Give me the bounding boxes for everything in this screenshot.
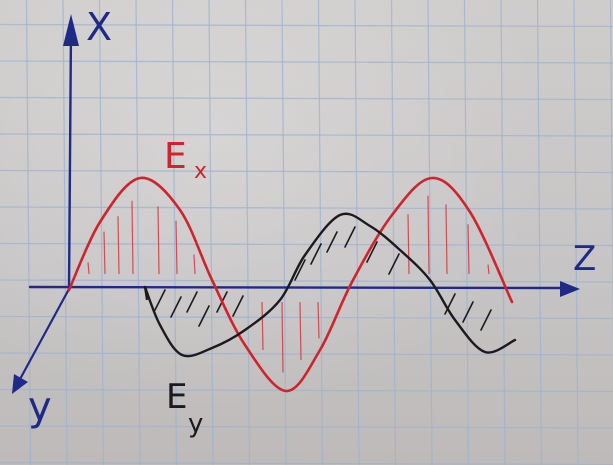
grid-line-vertical — [62, 0, 68, 465]
grid-line-horizontal — [0, 352, 613, 356]
ey-hatch-stroke — [198, 305, 210, 327]
ex-hatch-stroke — [131, 200, 134, 275]
grid-line-vertical — [25, 0, 32, 465]
ey-hatch-stroke — [326, 231, 338, 253]
ex-hatch-stroke — [103, 231, 106, 275]
ex-hatch-stroke — [487, 264, 490, 275]
grid-line-horizontal — [0, 60, 613, 64]
ey-hatch-stroke — [232, 295, 244, 317]
grid-line-vertical — [281, 0, 287, 465]
ex-hatch-stroke — [175, 220, 178, 275]
ex-label-subscript: x — [194, 159, 207, 184]
ex-hatch-stroke — [157, 206, 160, 275]
grid-line-vertical — [390, 0, 397, 465]
ey-hatch-stroke — [366, 241, 378, 263]
ey-hatch-stroke — [170, 296, 182, 318]
x-axis-arrowhead — [63, 14, 79, 46]
ex-hatch-stroke — [281, 301, 284, 373]
grid-line-vertical — [354, 0, 360, 465]
grid-line-vertical — [463, 0, 470, 465]
ey-label-main: E — [166, 377, 187, 417]
grid-line-horizontal — [0, 315, 613, 320]
ey-hatch-stroke — [186, 291, 198, 313]
x-axis-line — [67, 26, 73, 292]
ex-hatch-stroke — [261, 301, 264, 351]
grid-line-horizontal — [0, 96, 613, 101]
grid-line-horizontal — [0, 279, 613, 283]
grid-line-horizontal — [0, 23, 613, 28]
y-axis-line — [17, 287, 71, 383]
ex-hatch-stroke — [299, 301, 302, 361]
ex-hatch-stroke — [445, 204, 448, 275]
grid-line-horizontal — [0, 242, 613, 247]
ex-wave-curve — [67, 176, 514, 393]
ex-hatch-stroke — [407, 214, 410, 275]
ey-wave-hatching — [154, 226, 492, 331]
ex-hatch-stroke — [193, 254, 196, 275]
grid-line-vertical — [500, 0, 506, 465]
y-axis-label: y — [28, 384, 52, 430]
grid-line-horizontal — [0, 206, 613, 210]
grid-line-vertical — [573, 0, 579, 465]
grid-line-horizontal — [0, 461, 613, 465]
ey-hatch-stroke — [154, 289, 166, 311]
ey-hatch-stroke — [344, 226, 356, 248]
z-axis-line — [28, 285, 568, 290]
axes — [12, 14, 580, 394]
ey-hatch-stroke — [310, 243, 322, 265]
grid-line-horizontal — [0, 169, 613, 174]
grid-line-vertical — [135, 0, 141, 465]
ex-hatch-stroke — [467, 224, 470, 275]
ey-hatch-stroke — [480, 309, 492, 331]
z-axis-label: Z — [573, 239, 596, 279]
ey-wave-start-tick — [143, 286, 149, 301]
x-axis-label: X — [86, 5, 112, 49]
ey-hatch-stroke — [388, 253, 400, 275]
z-axis-arrowhead — [560, 281, 580, 297]
y-axis-arrowhead — [12, 374, 28, 394]
grid-line-vertical — [208, 0, 214, 465]
grid-line-vertical — [244, 0, 251, 465]
grid-line-horizontal — [0, 388, 613, 393]
ex-hatch-stroke — [427, 195, 430, 275]
ex-hatch-stroke — [117, 216, 120, 275]
grid-line-vertical — [98, 0, 105, 465]
ey-hatch-stroke — [294, 259, 306, 281]
ey-hatch-stroke — [462, 301, 474, 323]
ey-hatch-stroke — [444, 293, 456, 315]
ex-hatch-stroke — [87, 262, 90, 275]
ey-label-subscript: y — [188, 409, 203, 439]
grid-line-horizontal — [0, 133, 613, 137]
ex-hatch-stroke — [317, 301, 320, 339]
grid-line-vertical — [171, 0, 178, 465]
ey-wave-curve — [143, 212, 517, 358]
grid-line-vertical — [427, 0, 433, 465]
ex-label-main: E — [164, 136, 187, 177]
grid-line-vertical — [536, 0, 543, 465]
ex-wave-hatching — [87, 195, 490, 373]
grid-line-horizontal — [0, 425, 613, 429]
